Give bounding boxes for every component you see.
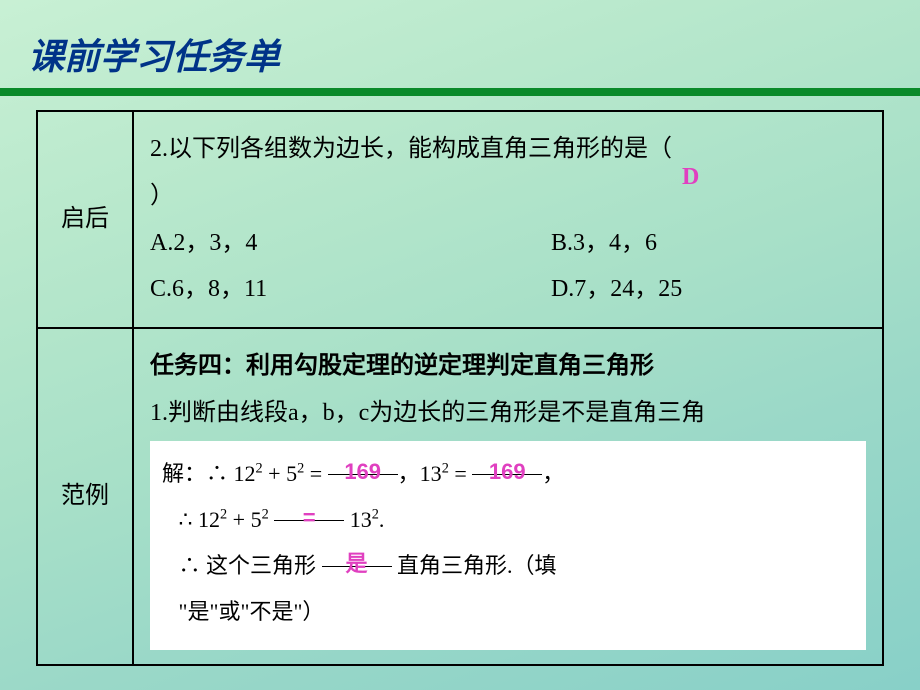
blank-1: 169	[328, 451, 398, 475]
option-row-2: C.6，8，11 D.7，24，25	[150, 266, 866, 313]
question-cell: 2.以下列各组数为边长，能构成直角三角形的是（D ） A.2，3，4 B.3，4…	[133, 111, 883, 328]
blank-4: 是	[322, 543, 392, 567]
page-title: 课前学习任务单	[28, 28, 280, 80]
row-label-qihou: 启后	[37, 111, 133, 328]
table-row: 范例 任务四：利用勾股定理的逆定理判定直角三角形 1.判断由线段a，b，c为边长…	[37, 328, 883, 664]
blank-2: 169	[472, 451, 542, 475]
solution-line-1: 解：∴ 122 + 52 = 169，132 = 169，	[162, 451, 854, 497]
option-a: A.2，3，4	[150, 220, 551, 267]
worksheet-table: 启后 2.以下列各组数为边长，能构成直角三角形的是（D ） A.2，3，4 B.…	[36, 110, 884, 666]
blank-3: =	[274, 497, 344, 521]
question-suffix: ）	[150, 173, 866, 220]
answer-letter: D	[682, 154, 699, 201]
question-text: 2.以下列各组数为边长，能构成直角三角形的是（D	[150, 126, 866, 173]
solution-line-4: "是"或"不是"）	[162, 589, 854, 635]
solution-line-3: ∴ 这个三角形 是 直角三角形.（填	[162, 543, 854, 589]
solution-line-2: ∴ 122 + 52 = 132.	[162, 497, 854, 543]
option-row-1: A.2，3，4 B.3，4，6	[150, 220, 866, 267]
row-label-fanli: 范例	[37, 328, 133, 664]
table-row: 启后 2.以下列各组数为边长，能构成直角三角形的是（D ） A.2，3，4 B.…	[37, 111, 883, 328]
solution-box: 解：∴ 122 + 52 = 169，132 = 169， ∴ 122 + 52…	[150, 441, 866, 650]
example-cell: 任务四：利用勾股定理的逆定理判定直角三角形 1.判断由线段a，b，c为边长的三角…	[133, 328, 883, 664]
option-c: C.6，8，11	[150, 266, 551, 313]
task-title: 任务四：利用勾股定理的逆定理判定直角三角形	[150, 343, 866, 390]
option-d: D.7，24，25	[551, 266, 866, 313]
option-b: B.3，4，6	[551, 220, 866, 267]
task-body: 1.判断由线段a，b，c为边长的三角形是不是直角三角	[150, 390, 866, 437]
divider-bar	[0, 88, 920, 96]
